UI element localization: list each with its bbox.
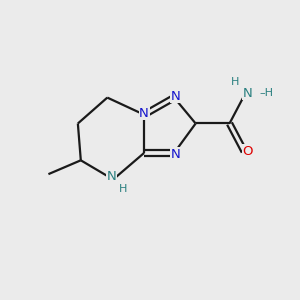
Text: O: O xyxy=(242,145,253,158)
Text: N: N xyxy=(139,107,149,120)
Text: N: N xyxy=(107,170,117,183)
Text: –H: –H xyxy=(259,88,273,98)
Text: N: N xyxy=(171,148,181,161)
Text: H: H xyxy=(119,184,128,194)
Text: H: H xyxy=(231,77,240,87)
Text: N: N xyxy=(242,87,252,100)
Text: N: N xyxy=(171,90,181,103)
